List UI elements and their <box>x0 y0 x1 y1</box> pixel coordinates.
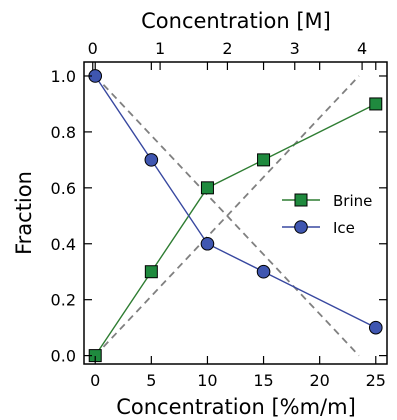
series-lines <box>94 75 377 357</box>
y-tick-label: 0.8 <box>51 123 76 142</box>
x-tick-label: 20 <box>309 371 329 390</box>
reference-line-2 <box>94 75 360 357</box>
ice-point <box>200 236 215 251</box>
brine-point <box>144 265 158 279</box>
x-tick-label: 10 <box>197 371 217 390</box>
legend-ice-marker <box>294 220 308 234</box>
ice-point <box>256 264 271 279</box>
x-tick-label: 0 <box>90 371 100 390</box>
brine-point <box>200 181 214 195</box>
y-tick-label: 0.0 <box>51 347 76 366</box>
brine-point <box>257 153 271 167</box>
ice-point <box>144 153 159 167</box>
axis-ticks <box>84 62 387 364</box>
x2-tick-label: 3 <box>290 39 300 58</box>
x2-axis-label: Concentration [M] <box>141 9 331 33</box>
x-tick-label: 5 <box>146 371 156 390</box>
x2-tick-label: 2 <box>222 39 232 58</box>
y-tick-label: 0.2 <box>51 291 76 310</box>
legend-ice-label: Ice <box>333 219 355 237</box>
series-markers <box>88 69 383 363</box>
ice-point <box>368 320 383 335</box>
legend-brine-marker <box>294 193 308 207</box>
legend-brine-label: Brine <box>333 192 372 210</box>
y-tick-label: 1.0 <box>51 67 76 86</box>
y-tick-label: 0.6 <box>51 179 76 198</box>
x2-tick-label: 1 <box>155 39 165 58</box>
y-axis-label: Fraction <box>12 171 36 255</box>
x2-tick-label: 4 <box>357 39 367 58</box>
tick-labels: 0 5 10 15 20 25 0.0 0.2 0.4 0.6 0.8 1.0 0 1 2 3 4 <box>51 39 386 390</box>
reference-lines <box>94 75 360 357</box>
x2-tick-label: 0 <box>88 39 98 58</box>
x-tick-label: 25 <box>366 371 386 390</box>
x-axis-label: Concentration [%m/m] <box>116 395 356 419</box>
legend: Brine Ice <box>282 192 372 237</box>
y-tick-label: 0.4 <box>51 235 76 254</box>
brine-point <box>369 97 383 111</box>
x-tick-label: 15 <box>253 371 273 390</box>
plot-frame <box>83 61 388 365</box>
